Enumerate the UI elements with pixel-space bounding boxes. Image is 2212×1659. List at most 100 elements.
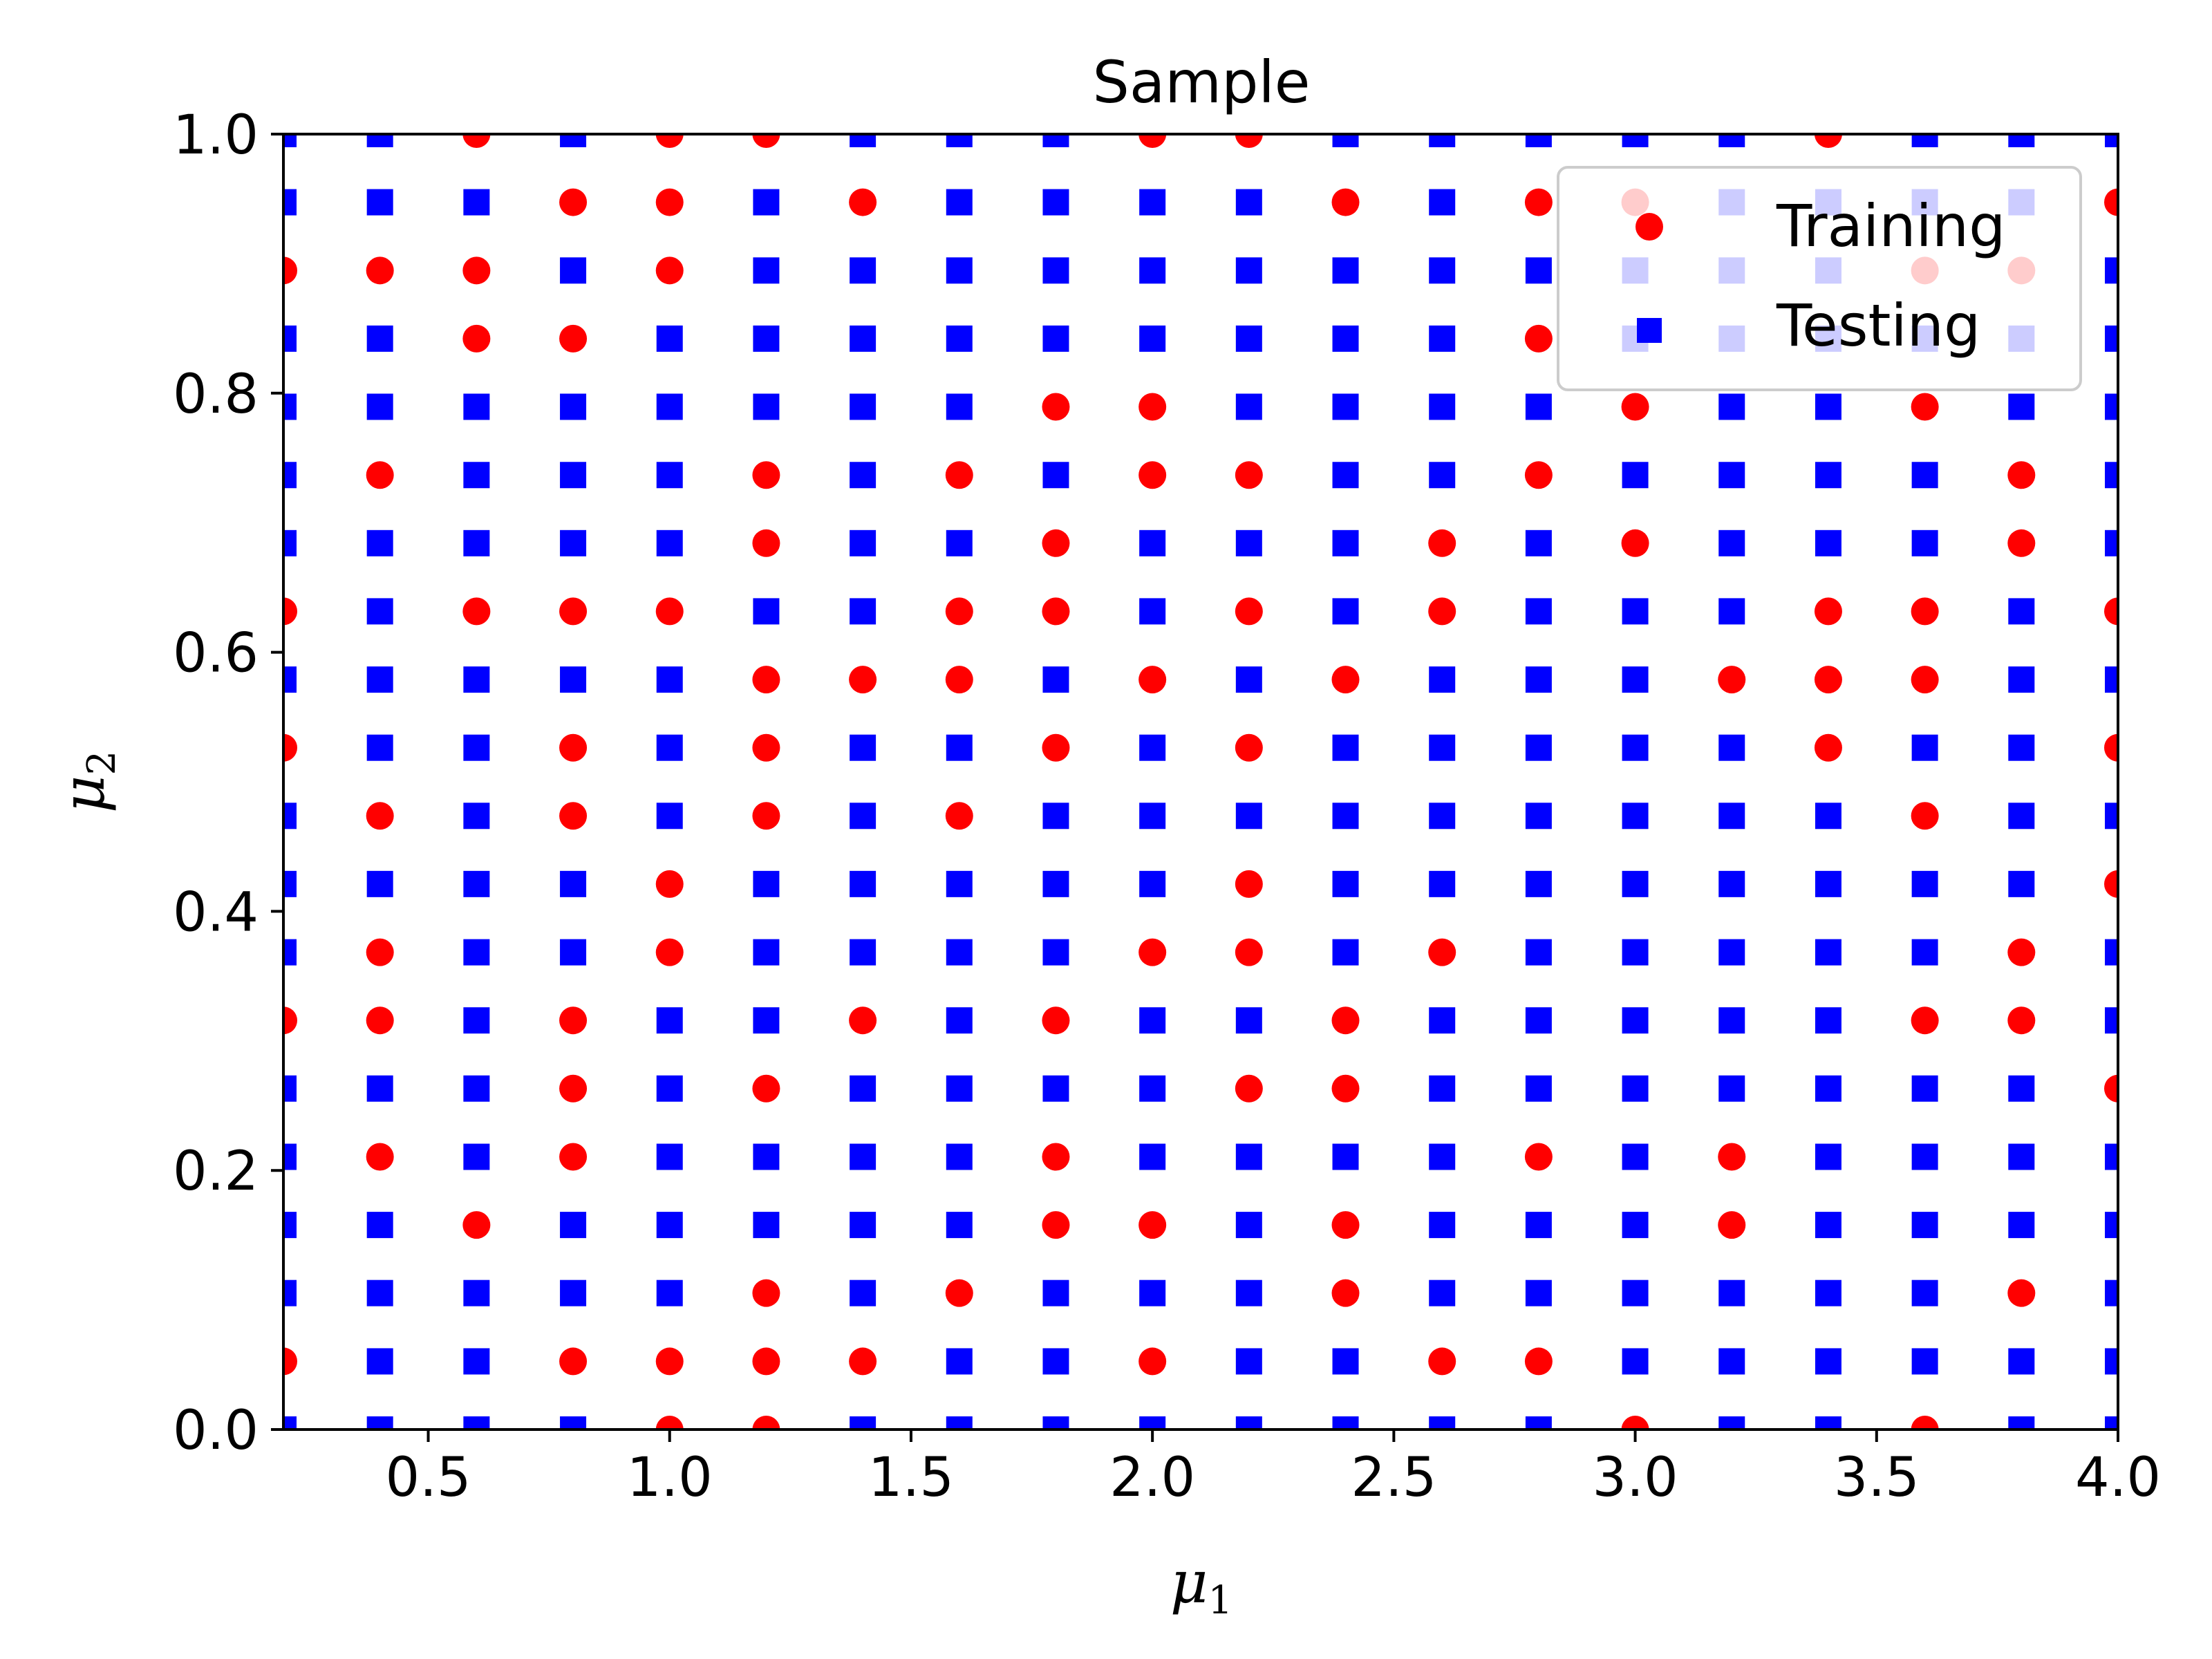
testing-point — [656, 325, 683, 352]
testing-point — [1042, 939, 1069, 966]
training-point — [945, 802, 973, 830]
training-point — [1428, 938, 1456, 966]
testing-point — [1815, 1007, 1841, 1034]
testing-point — [463, 870, 490, 897]
testing-point — [283, 189, 297, 216]
testing-point — [946, 870, 973, 897]
testing-point — [656, 1212, 683, 1239]
testing-point — [1139, 870, 1166, 897]
training-point — [2007, 938, 2036, 966]
testing-point — [560, 1212, 587, 1239]
testing-point — [283, 1280, 297, 1306]
testing-point — [1332, 134, 1359, 147]
training-point — [2007, 1279, 2036, 1307]
testing-point — [1139, 1007, 1166, 1034]
testing-point — [850, 870, 877, 897]
testing-point — [366, 734, 393, 761]
testing-point — [2105, 803, 2118, 830]
testing-point — [2105, 529, 2118, 556]
testing-point — [463, 1007, 490, 1034]
testing-point — [656, 529, 683, 556]
testing-point — [366, 1348, 393, 1375]
training-point — [1042, 529, 1070, 557]
testing-point — [1332, 870, 1359, 897]
testing-point — [1235, 325, 1262, 352]
training-point — [1911, 1416, 1939, 1430]
testing-point — [1042, 1416, 1069, 1430]
testing-point — [2008, 666, 2035, 693]
training-point — [1138, 1211, 1167, 1239]
testing-point — [946, 189, 973, 216]
testing-point — [2105, 325, 2118, 352]
testing-point — [753, 189, 780, 216]
testing-point — [753, 939, 780, 966]
testing-point — [2008, 734, 2035, 761]
testing-point — [1332, 393, 1359, 420]
testing-point — [463, 189, 490, 216]
testing-point — [1139, 189, 1166, 216]
testing-point — [283, 393, 297, 420]
training-point — [462, 256, 491, 285]
testing-point — [1235, 1143, 1262, 1170]
training-point — [2104, 597, 2118, 626]
testing-point — [1911, 870, 1938, 897]
testing-point — [1525, 1007, 1552, 1034]
chart-title: Sample — [1093, 48, 1311, 116]
testing-point — [1332, 939, 1359, 966]
testing-point — [366, 189, 393, 216]
training-point — [2104, 188, 2118, 216]
testing-point — [1718, 529, 1745, 556]
testing-point — [1718, 939, 1745, 966]
training-point — [1911, 802, 1939, 830]
training-point — [655, 938, 684, 966]
testing-point — [1139, 803, 1166, 830]
testing-point — [463, 666, 490, 693]
testing-point — [560, 529, 587, 556]
testing-point — [1235, 257, 1262, 284]
testing-point — [1815, 803, 1841, 830]
testing-point — [1525, 529, 1552, 556]
training-point — [1042, 1211, 1070, 1239]
training-point — [1331, 666, 1360, 694]
y-tick-label: 0.8 — [173, 364, 259, 426]
testing-point — [1622, 462, 1649, 489]
training-point — [1138, 1347, 1167, 1376]
testing-point — [560, 939, 587, 966]
testing-point — [1525, 1212, 1552, 1239]
testing-point — [1429, 870, 1456, 897]
x-tick-label: 3.0 — [1593, 1447, 1678, 1509]
testing-point — [560, 393, 587, 420]
testing-point — [1815, 462, 1841, 489]
testing-point — [1911, 1348, 1938, 1375]
testing-point — [1525, 1075, 1552, 1102]
training-point — [559, 188, 588, 216]
training-point — [283, 597, 297, 626]
testing-point — [656, 1280, 683, 1306]
testing-point — [1429, 1416, 1456, 1430]
testing-point — [560, 462, 587, 489]
testing-point — [1042, 803, 1069, 830]
training-point — [1911, 597, 1939, 626]
training-point — [559, 597, 588, 626]
testing-point — [366, 666, 393, 693]
training-point — [366, 461, 394, 489]
testing-point — [1429, 1143, 1456, 1170]
testing-point — [1525, 870, 1552, 897]
plot-frame — [282, 133, 2119, 1431]
training-point — [1814, 134, 1842, 148]
testing-point — [850, 734, 877, 761]
testing-point — [1525, 393, 1552, 420]
testing-point — [1815, 1143, 1841, 1170]
testing-point — [1429, 734, 1456, 761]
testing-point — [1332, 257, 1359, 284]
testing-point — [2008, 1212, 2035, 1239]
training-point — [2007, 1006, 2036, 1035]
training-point — [1911, 393, 1939, 421]
testing-point — [1525, 666, 1552, 693]
testing-point — [283, 1416, 297, 1430]
testing-point — [850, 393, 877, 420]
y-tick-label: 0.4 — [173, 881, 259, 944]
testing-point — [1235, 1348, 1262, 1375]
training-point — [1331, 1211, 1360, 1239]
training-point — [1524, 188, 1553, 216]
